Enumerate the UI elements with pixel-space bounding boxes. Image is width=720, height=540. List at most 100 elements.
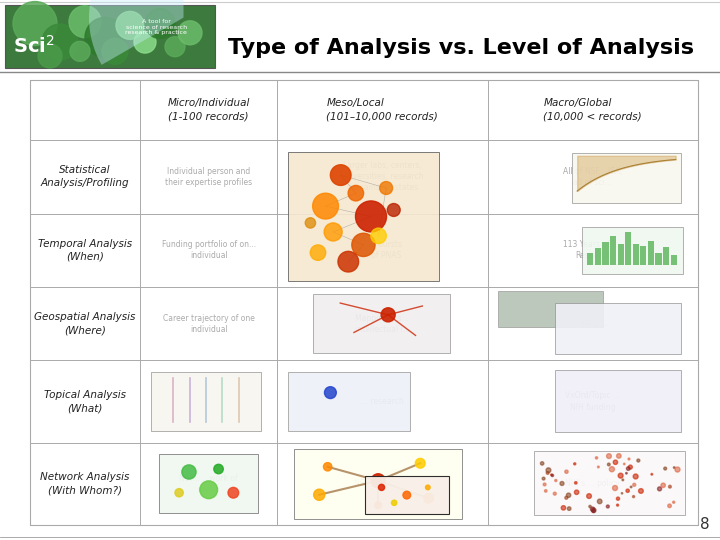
Circle shape: [598, 499, 602, 504]
Text: All of NSF... ISA,
all of sci...: All of NSF... ISA, all of sci...: [563, 167, 623, 187]
Bar: [288, 152, 439, 281]
Bar: [633, 241, 639, 265]
Circle shape: [403, 491, 410, 499]
Text: Meso/Local
(101–10,000 records): Meso/Local (101–10,000 records): [326, 98, 438, 122]
Circle shape: [590, 507, 595, 511]
Text: Individual person and
their expertise profiles: Individual person and their expertise pr…: [165, 167, 252, 187]
Bar: [151, 372, 261, 431]
Text: Career trajectory of one
individual: Career trajectory of one individual: [163, 314, 255, 334]
Circle shape: [575, 490, 579, 495]
Circle shape: [633, 496, 634, 498]
Circle shape: [323, 463, 332, 471]
Text: Geospatial Analysis
(Where): Geospatial Analysis (Where): [35, 312, 136, 335]
Circle shape: [621, 492, 623, 494]
Circle shape: [672, 501, 675, 503]
Circle shape: [630, 486, 632, 488]
Circle shape: [609, 467, 614, 472]
Text: NIH’s ... policy: NIH’s ... policy: [565, 480, 620, 488]
Circle shape: [116, 11, 144, 39]
Circle shape: [606, 454, 611, 458]
Circle shape: [628, 458, 630, 460]
Circle shape: [546, 471, 549, 474]
Text: Sci$^2$: Sci$^2$: [13, 35, 55, 57]
Bar: [625, 245, 631, 265]
Circle shape: [314, 489, 325, 501]
Bar: [663, 255, 669, 265]
Circle shape: [324, 223, 342, 241]
Circle shape: [372, 474, 385, 488]
Circle shape: [673, 467, 675, 468]
Circle shape: [616, 504, 618, 506]
Circle shape: [541, 462, 544, 465]
Bar: [582, 227, 683, 274]
Circle shape: [575, 482, 577, 484]
Circle shape: [178, 21, 202, 45]
Text: NSF... ...work of
one...: NSF... ...work of one...: [179, 474, 238, 494]
Circle shape: [561, 505, 566, 510]
Bar: [5, 5, 215, 68]
Circle shape: [595, 457, 598, 459]
Bar: [534, 451, 685, 515]
Circle shape: [70, 42, 90, 62]
Circle shape: [567, 507, 571, 510]
Circle shape: [626, 467, 630, 470]
Circle shape: [592, 509, 595, 512]
Bar: [498, 291, 603, 327]
Text: Mapping a s...
intellectual l...: Mapping a s... intellectual l...: [355, 314, 410, 334]
Circle shape: [330, 165, 351, 185]
Circle shape: [424, 494, 433, 503]
Bar: [159, 454, 258, 514]
Bar: [618, 256, 624, 265]
Circle shape: [633, 483, 636, 487]
Circle shape: [574, 463, 576, 465]
Circle shape: [591, 508, 596, 512]
Circle shape: [13, 2, 57, 45]
Circle shape: [639, 489, 643, 494]
Text: NSF... cluster...: NSF... cluster...: [354, 480, 410, 488]
Circle shape: [69, 6, 101, 38]
Circle shape: [305, 218, 315, 228]
Text: Macro/Global
(10,000 < records): Macro/Global (10,000 < records): [544, 98, 642, 122]
Circle shape: [165, 37, 185, 57]
Circle shape: [379, 181, 392, 194]
Text: PNAS ...: PNAS ...: [578, 319, 608, 328]
Circle shape: [651, 474, 652, 475]
Bar: [603, 242, 608, 265]
Circle shape: [392, 500, 397, 505]
Circle shape: [567, 493, 571, 497]
Circle shape: [415, 458, 425, 468]
Text: Topical Analysis
(What): Topical Analysis (What): [44, 390, 126, 413]
Bar: [640, 249, 647, 265]
Circle shape: [613, 485, 618, 490]
Wedge shape: [89, 0, 184, 65]
Circle shape: [348, 185, 364, 201]
Circle shape: [352, 233, 375, 256]
Circle shape: [38, 44, 62, 68]
Circle shape: [564, 496, 568, 500]
Bar: [555, 370, 681, 432]
Circle shape: [616, 454, 621, 458]
Text: Type of Analysis vs. Level of Analysis: Type of Analysis vs. Level of Analysis: [228, 38, 694, 58]
Circle shape: [102, 38, 128, 64]
Circle shape: [134, 31, 156, 53]
Text: Larger labs, centers,
universities, research
domains, or states: Larger labs, centers, universities, rese…: [341, 161, 423, 192]
Bar: [365, 476, 449, 514]
Bar: [294, 449, 462, 519]
Circle shape: [543, 483, 546, 486]
Circle shape: [622, 479, 624, 481]
Circle shape: [552, 474, 554, 477]
Text: Network Analysis
(With Whom?): Network Analysis (With Whom?): [40, 472, 130, 495]
Circle shape: [199, 481, 217, 498]
Text: Micro/Individual
(1-100 records): Micro/Individual (1-100 records): [168, 98, 250, 122]
Bar: [555, 303, 681, 354]
Text: ... research: ... research: [361, 397, 404, 406]
Circle shape: [555, 480, 557, 482]
Circle shape: [608, 463, 610, 466]
Circle shape: [669, 485, 671, 488]
Circle shape: [312, 193, 338, 219]
Text: VxOrd/Topic ...
NIH funding: VxOrd/Topic ... NIH funding: [565, 392, 621, 411]
Circle shape: [551, 474, 552, 476]
Circle shape: [175, 489, 184, 497]
Circle shape: [542, 477, 545, 480]
Bar: [648, 245, 654, 265]
